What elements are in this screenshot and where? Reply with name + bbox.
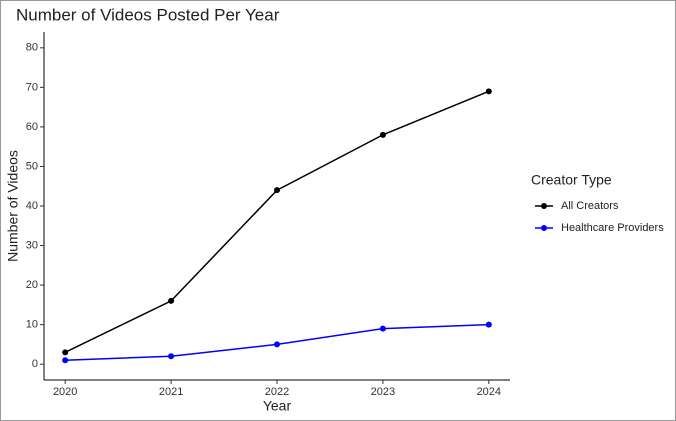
y-tick-label: 30	[26, 239, 38, 251]
y-tick-label: 50	[26, 160, 38, 172]
x-axis-label: Year	[263, 398, 292, 414]
data-point	[62, 349, 69, 356]
data-point	[485, 321, 492, 328]
y-tick-label: 70	[26, 81, 38, 93]
x-tick-label: 2022	[265, 386, 289, 398]
y-axis-label: Number of Videos	[5, 150, 21, 262]
data-point	[168, 297, 175, 304]
y-tick-label: 40	[26, 200, 38, 212]
y-tick-label: 20	[26, 279, 38, 291]
y-tick-label: 0	[32, 358, 38, 370]
data-point	[274, 187, 280, 194]
x-tick-label: 2023	[371, 386, 395, 398]
chart-title: Number of Videos Posted Per Year	[16, 5, 280, 24]
y-tick-label: 10	[26, 319, 38, 331]
legend-label: All Creators	[561, 200, 619, 212]
data-point	[485, 88, 492, 95]
legend-label: Healthcare Providers	[561, 222, 664, 234]
x-tick-label: 2024	[477, 386, 501, 398]
legend-title: Creator Type	[531, 172, 612, 188]
legend-key-point	[541, 225, 547, 231]
y-tick-label: 60	[26, 121, 38, 133]
data-point	[62, 357, 69, 364]
x-tick-label: 2021	[159, 386, 183, 398]
x-tick-label: 2020	[53, 386, 77, 398]
legend-key-point	[541, 203, 547, 209]
data-point	[274, 341, 280, 348]
data-point	[379, 325, 386, 332]
data-point	[379, 131, 386, 138]
data-point	[168, 353, 175, 360]
y-tick-label: 80	[26, 42, 38, 54]
